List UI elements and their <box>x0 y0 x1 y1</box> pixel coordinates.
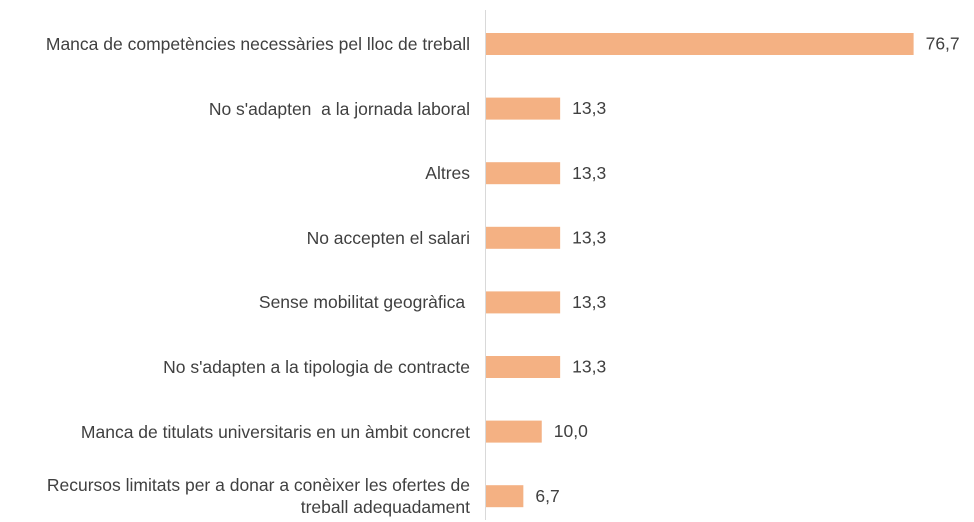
bar <box>486 485 524 508</box>
bar <box>486 356 561 378</box>
data-label: 76,7 <box>926 34 960 54</box>
data-label: 13,3 <box>572 357 606 377</box>
data-label: 13,3 <box>572 163 606 183</box>
bar <box>486 33 914 55</box>
bar <box>486 420 542 443</box>
data-label: 10,0 <box>554 421 588 441</box>
category-label: No s'adapten a la jornada laboral <box>208 98 470 119</box>
category-label: Manca de competències necessàries pel ll… <box>45 34 470 54</box>
bar <box>486 162 561 185</box>
data-label: 13,3 <box>572 227 606 247</box>
category-label: No s'adapten a la tipologia de contracte <box>163 357 470 377</box>
category-label: Altres <box>425 163 470 184</box>
data-label: 6,7 <box>535 486 559 506</box>
category-label: No accepten el salari <box>306 227 470 248</box>
bar <box>486 97 561 120</box>
category-label: Manca de titulats universitaris en un àm… <box>80 421 470 442</box>
bar <box>486 291 561 314</box>
bar <box>486 226 561 249</box>
category-label: Sense mobilitat geogràfica <box>258 292 470 313</box>
data-label: 13,3 <box>572 98 606 118</box>
data-label: 13,3 <box>572 292 606 312</box>
category-label: Recursos limitats per a donar a conèixer… <box>46 475 475 518</box>
